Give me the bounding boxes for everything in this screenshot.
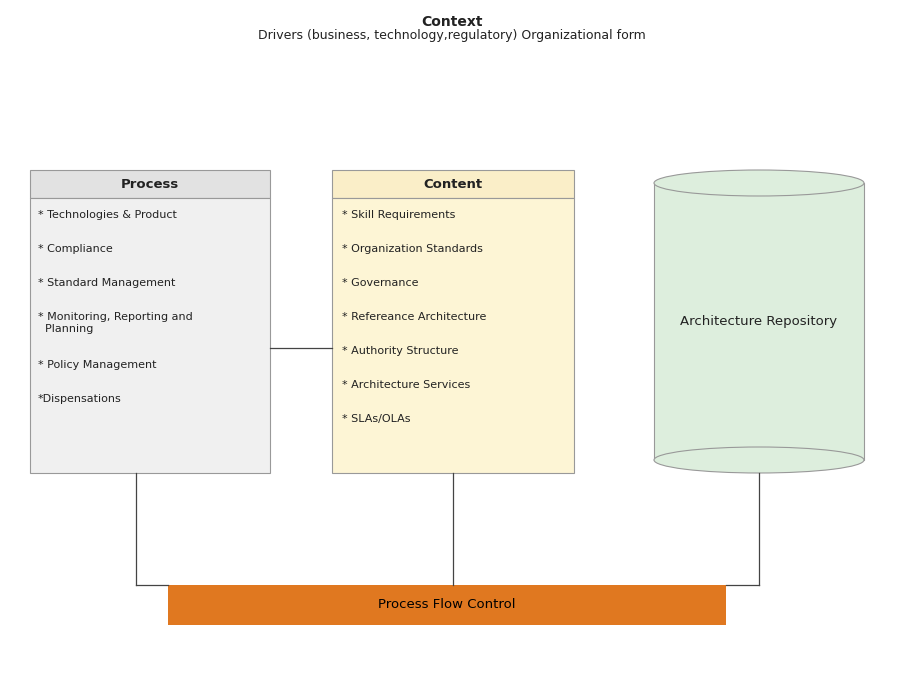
Text: * Policy Management: * Policy Management (38, 360, 156, 370)
Bar (653, 183, 863, 460)
Ellipse shape (653, 447, 863, 473)
Text: * Skill Requirements: * Skill Requirements (341, 210, 455, 220)
Text: * Technologies & Product: * Technologies & Product (38, 210, 177, 220)
FancyBboxPatch shape (168, 585, 725, 625)
Text: * SLAs/OLAs: * SLAs/OLAs (341, 414, 410, 424)
Text: * Governance: * Governance (341, 278, 418, 288)
Text: * Standard Management: * Standard Management (38, 278, 175, 288)
Text: Content: Content (423, 177, 482, 190)
Ellipse shape (653, 170, 863, 196)
FancyBboxPatch shape (30, 198, 270, 473)
FancyBboxPatch shape (331, 198, 573, 473)
Text: * Refereance Architecture: * Refereance Architecture (341, 312, 486, 322)
Text: * Compliance: * Compliance (38, 244, 113, 254)
Text: Process: Process (121, 177, 179, 190)
Text: Process Flow Control: Process Flow Control (377, 598, 516, 611)
Text: * Organization Standards: * Organization Standards (341, 244, 482, 254)
FancyBboxPatch shape (331, 170, 573, 198)
Text: *Dispensations: *Dispensations (38, 394, 122, 404)
FancyBboxPatch shape (30, 170, 270, 198)
Text: Architecture Repository: Architecture Repository (680, 315, 837, 328)
Text: * Monitoring, Reporting and
  Planning: * Monitoring, Reporting and Planning (38, 312, 192, 334)
Text: * Authority Structure: * Authority Structure (341, 346, 458, 356)
Text: * Architecture Services: * Architecture Services (341, 380, 470, 390)
Text: Drivers (business, technology,regulatory) Organizational form: Drivers (business, technology,regulatory… (258, 29, 645, 42)
Text: Context: Context (421, 15, 482, 29)
